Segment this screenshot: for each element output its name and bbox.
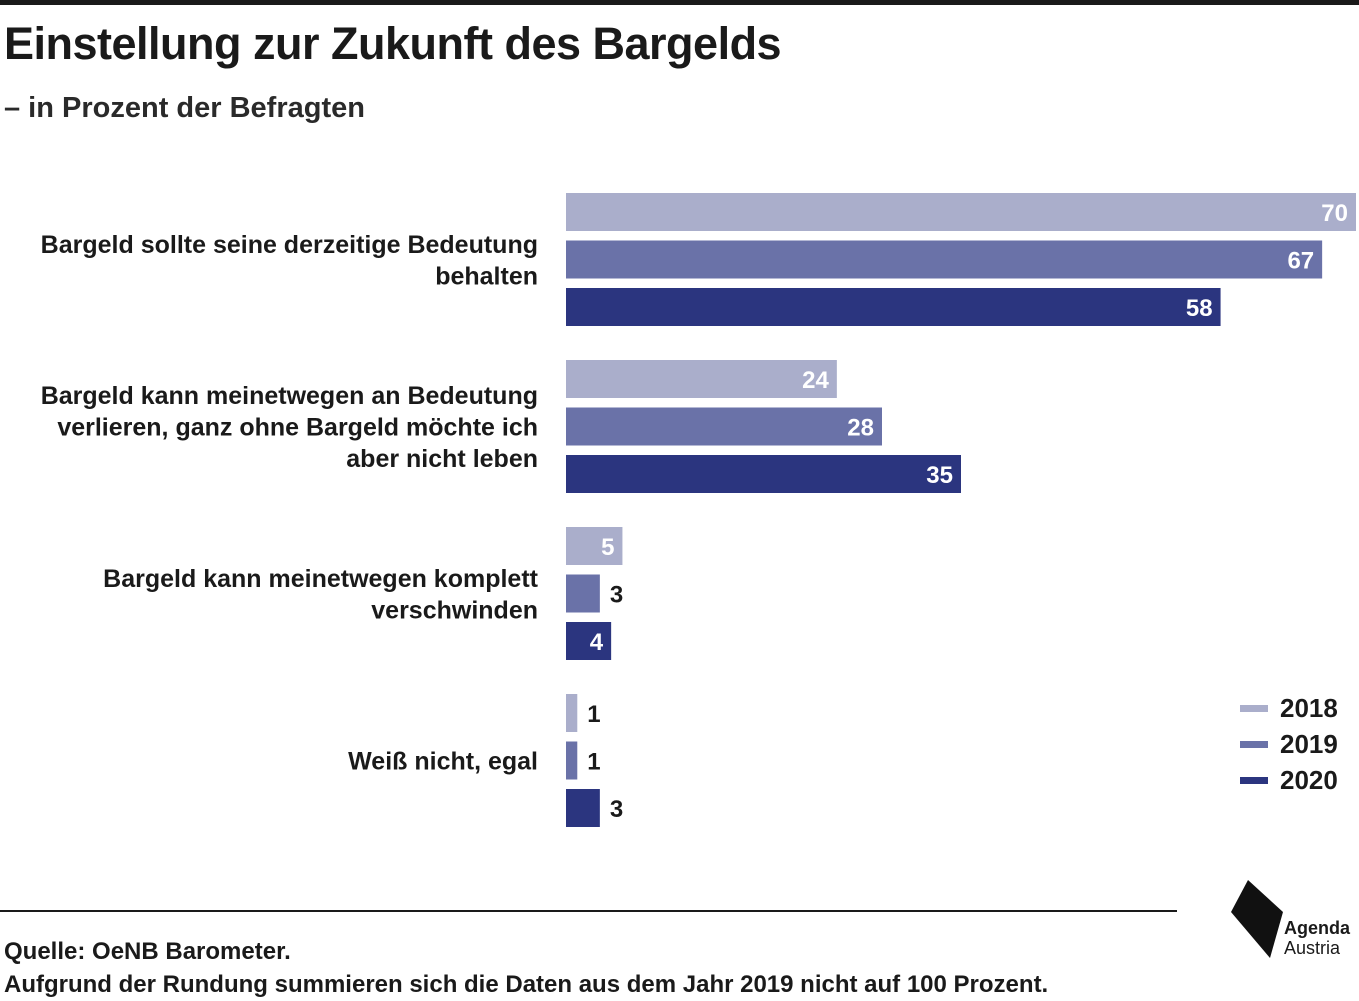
value-label-2019: 28	[847, 415, 874, 442]
legend-item-2018: 2018	[1240, 690, 1338, 726]
legend-item-2019: 2019	[1240, 726, 1338, 762]
bar-2019	[566, 574, 600, 613]
category-label: Bargeld kann meinetwegen an Bedeutung ver…	[41, 382, 538, 473]
logo-line2: Austria	[1284, 938, 1341, 958]
legend-item-2020: 2020	[1240, 762, 1338, 798]
legend-label-2018: 2018	[1280, 692, 1338, 723]
category-label: Bargeld sollte seine derzeitige Bedeutun…	[41, 231, 538, 291]
bar-2018	[566, 527, 623, 565]
bar-chart: Bargeld sollte seine derzeitige Bedeutun…	[41, 193, 1356, 827]
value-label-2019: 1	[587, 749, 600, 776]
bar-2018	[566, 360, 837, 398]
bar-2018	[566, 193, 1356, 231]
value-label-2019: 67	[1287, 248, 1314, 275]
category-label-line: Bargeld sollte seine derzeitige Bedeutun…	[41, 231, 538, 259]
legend-swatch-2020	[1240, 776, 1268, 784]
bar-2020	[566, 622, 612, 660]
category-label-line: Bargeld kann meinetwegen komplett	[103, 565, 538, 593]
logo-text: Agenda Austria	[1284, 918, 1350, 958]
category-label: Bargeld kann meinetwegen komplett verschw…	[103, 565, 538, 625]
category-label-line: aber nicht leben	[346, 445, 538, 473]
legend-swatch-2018	[1240, 704, 1268, 712]
category-label: Weiß nicht, egal	[348, 748, 538, 776]
value-label-2018: 1	[587, 701, 600, 728]
legend-swatch-2019	[1240, 740, 1268, 748]
value-label-2020: 3	[610, 796, 623, 823]
value-label-2020: 58	[1186, 295, 1213, 322]
value-label-2018: 5	[601, 534, 614, 561]
category-label-line: verlieren, ganz ohne Bargeld möchte ich	[57, 414, 538, 442]
bar-2018	[566, 694, 578, 732]
value-label-2018: 24	[802, 367, 829, 394]
category-label-line: Bargeld kann meinetwegen an Bedeutung	[41, 382, 538, 410]
agenda-austria-logo-icon	[1231, 880, 1283, 958]
bar-2020	[566, 789, 600, 827]
legend-label-2020: 2020	[1280, 764, 1338, 795]
value-label-2020: 4	[590, 629, 604, 656]
footer-rule	[0, 910, 1177, 912]
legend: 2018 2019 2020	[1240, 690, 1338, 798]
chart-title: Einstellung zur Zukunft des Bargelds	[4, 18, 782, 69]
chart-subtitle: – in Prozent der Befragten	[4, 92, 365, 124]
bar-2020	[566, 455, 961, 493]
bar-2019	[566, 240, 1323, 279]
bar-2019	[566, 407, 882, 446]
legend-label-2019: 2019	[1280, 728, 1338, 759]
category-label-line: behalten	[435, 262, 538, 290]
value-label-2020: 35	[926, 462, 953, 489]
value-label-2018: 70	[1321, 200, 1348, 227]
source-note: Quelle: OeNB Barometer. Aufgrund der Run…	[4, 935, 1048, 1001]
category-label-line: verschwinden	[371, 596, 538, 624]
value-label-2019: 3	[610, 582, 623, 609]
bar-2020	[566, 288, 1221, 326]
category-label-line: Weiß nicht, egal	[348, 748, 538, 776]
bar-2019	[566, 741, 578, 780]
rounding-note: Aufgrund der Rundung summieren sich die …	[4, 971, 1049, 998]
logo-line1: Agenda	[1284, 918, 1351, 938]
top-rule	[0, 0, 1359, 5]
source-text: Quelle: OeNB Barometer.	[4, 938, 291, 965]
